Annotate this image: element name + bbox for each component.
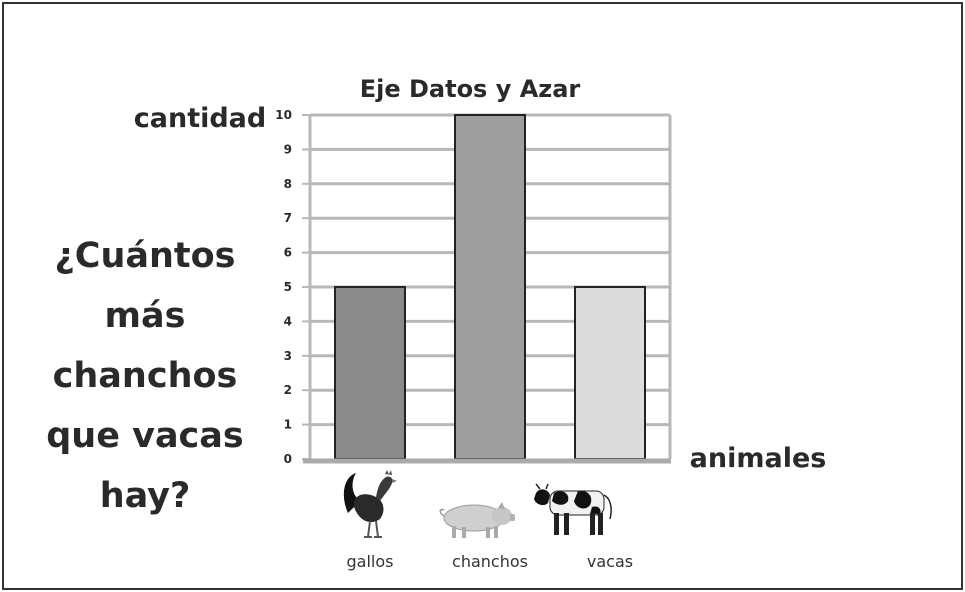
question-text: ¿Cuántos más chanchos que vacas hay? [46,236,244,516]
y-tick-label: 9 [284,142,292,156]
x-axis-label: animales [690,443,827,474]
y-tick-labels: 0 1 2 3 4 5 6 7 8 9 10 [275,108,292,466]
y-tick-label: 1 [284,418,292,432]
y-tick-label: 0 [284,452,292,466]
bar-gallos [334,286,406,460]
category-label: gallos [347,552,394,571]
chart-title: Eje Datos y Azar [360,75,581,103]
y-tick-label: 7 [284,211,292,225]
y-tick-label: 5 [284,280,292,294]
y-tick-label: 4 [284,314,292,328]
chart-bars [334,114,646,460]
y-tick-label: 6 [284,246,292,260]
x-category-labels: gallos chanchos vacas [347,552,634,571]
rooster-icon [343,470,397,538]
bar-chanchos [454,114,526,460]
pig-icon [439,502,515,538]
y-tick-label: 3 [284,349,292,363]
y-tick-label: 10 [275,108,292,122]
y-tick-label: 2 [284,383,292,397]
category-label: vacas [587,552,633,571]
y-tick-label: 8 [284,177,292,191]
y-axis-label: cantidad [134,103,266,134]
category-label: chanchos [452,552,528,571]
cow-icon [534,483,612,535]
bar-vacas [574,286,646,460]
